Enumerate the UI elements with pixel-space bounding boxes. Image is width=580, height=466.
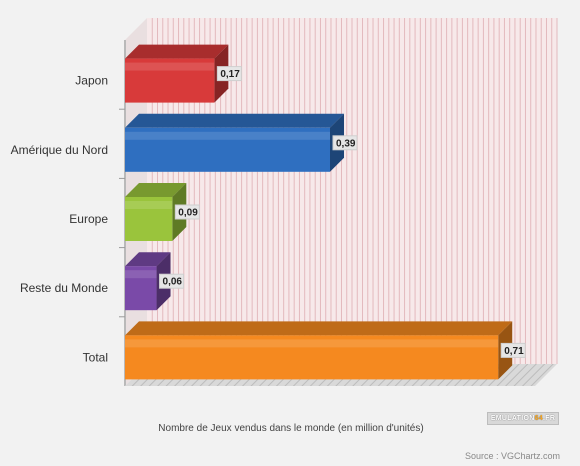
bar-top-face [125, 252, 171, 267]
bar-highlight [125, 62, 215, 71]
data-label-box [159, 273, 185, 289]
bar-4 [125, 321, 513, 380]
data-label-box [216, 66, 242, 82]
data-label: 0,17 [220, 69, 240, 80]
source-text: Source : VGChartz.com [465, 451, 560, 461]
bar-highlight [125, 270, 157, 279]
labels: 0,17 Japon 0,39 Amérique du Nord 0,09 Europe 0… [11, 66, 526, 364]
data-label: 0,39 [336, 138, 356, 149]
logo-suffix: .FR [543, 415, 556, 422]
data-label: 0,71 [504, 346, 524, 357]
data-label-box [332, 135, 358, 151]
bar-3 [125, 252, 171, 311]
bar-top-face [125, 113, 344, 128]
bar-top-face [125, 321, 513, 336]
bar-0 [125, 44, 229, 103]
category-label: Europe [69, 212, 108, 226]
category-label: Amérique du Nord [11, 143, 108, 157]
x-axis-title: Nombre de Jeux vendus dans le monde (en … [158, 423, 423, 434]
logo-main: EMULATION [490, 415, 535, 422]
category-label: Total [83, 350, 108, 364]
bar-highlight [125, 131, 330, 140]
category-label: Japon [75, 74, 108, 88]
bar-highlight [125, 339, 499, 348]
data-label: 0,09 [178, 208, 198, 219]
category-label: Reste du Monde [20, 281, 108, 295]
data-label-box [174, 204, 200, 220]
data-label-box [500, 342, 526, 358]
bar-top-face [125, 183, 187, 197]
data-label: 0,06 [163, 277, 183, 288]
bar-highlight [125, 201, 173, 209]
site-logo: EMULATION64.FR [487, 412, 559, 425]
bar-top-face [125, 44, 229, 59]
logo-accent: 64 [534, 415, 543, 422]
bar-1 [125, 113, 344, 172]
